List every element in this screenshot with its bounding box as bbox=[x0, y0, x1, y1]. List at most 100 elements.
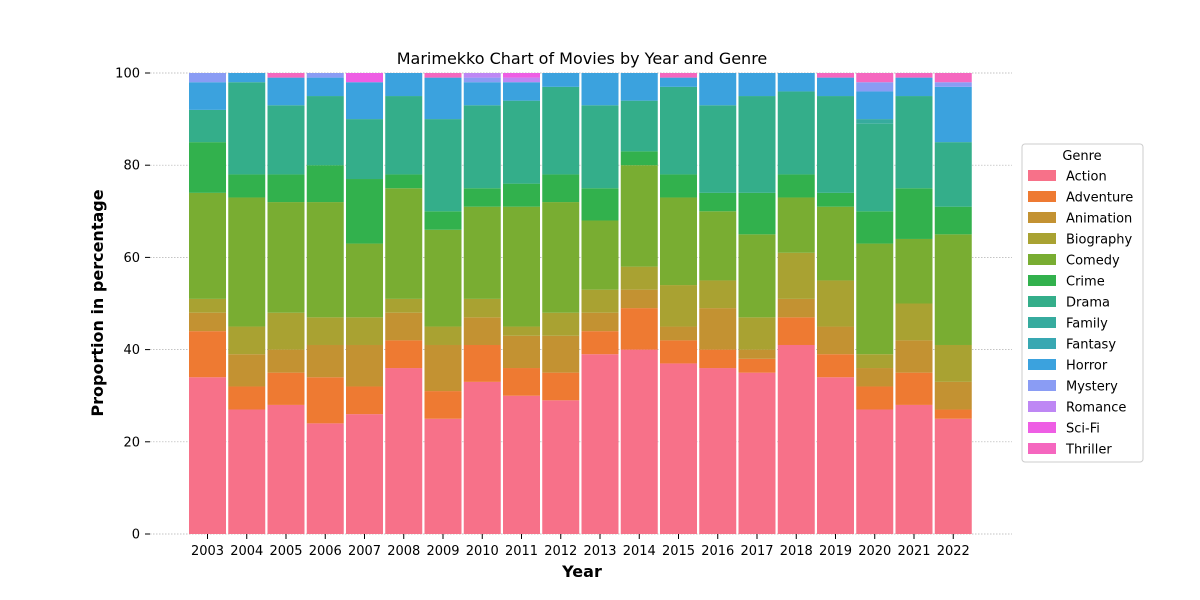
bar-segment-comedy bbox=[777, 197, 815, 253]
bar-segment-drama bbox=[817, 96, 854, 193]
bar-segment-biography bbox=[699, 280, 737, 309]
x-tick-label: 2013 bbox=[583, 544, 616, 559]
bar-segment-biography bbox=[620, 266, 658, 290]
bar-segment-romance bbox=[463, 73, 501, 78]
bar-segment-horror bbox=[424, 77, 462, 120]
bar-segment-horror bbox=[542, 73, 580, 87]
bar-segment-adventure bbox=[189, 331, 226, 378]
bar-segment-animation bbox=[581, 312, 619, 332]
legend-item: Crime bbox=[1028, 275, 1105, 290]
bar-segment-horror bbox=[620, 73, 658, 101]
bar-segment-crime bbox=[463, 188, 501, 207]
bar-segment-animation bbox=[306, 344, 344, 378]
legend-label: Drama bbox=[1066, 296, 1110, 311]
legend-item: Fantasy bbox=[1028, 338, 1116, 353]
bar-segment-crime bbox=[934, 206, 972, 235]
bar-segment-comedy bbox=[306, 202, 344, 318]
legend-label: Romance bbox=[1066, 401, 1126, 416]
bar-column-2013 bbox=[581, 73, 619, 534]
bar-segment-crime bbox=[424, 211, 462, 230]
y-tick-label: 0 bbox=[132, 528, 140, 543]
legend-item: Mystery bbox=[1028, 380, 1118, 395]
bar-segment-romance bbox=[503, 77, 540, 83]
bar-column-2006 bbox=[306, 73, 344, 534]
legend-swatch bbox=[1028, 317, 1056, 328]
bar-segment-horror bbox=[228, 73, 266, 83]
legend-swatch bbox=[1028, 191, 1056, 202]
bar-segment-biography bbox=[777, 252, 815, 299]
legend-item: Animation bbox=[1028, 212, 1132, 227]
bar-segment-biography bbox=[463, 298, 501, 318]
legend-swatch bbox=[1028, 296, 1056, 307]
bar-segment-drama bbox=[777, 91, 815, 175]
bar-segment-adventure bbox=[817, 354, 854, 378]
bar-segment-action bbox=[699, 368, 737, 534]
bar-segment-crime bbox=[895, 188, 933, 239]
y-tick-label: 20 bbox=[123, 435, 140, 450]
bar-segment-drama bbox=[228, 82, 266, 175]
bar-segment-biography bbox=[660, 285, 697, 327]
bar-segment-adventure bbox=[620, 308, 658, 350]
bar-segment-crime bbox=[660, 174, 697, 198]
x-tick-label: 2017 bbox=[740, 544, 773, 559]
legend-label: Comedy bbox=[1066, 254, 1120, 269]
bar-segment-drama bbox=[660, 86, 697, 175]
bar-segment-crime bbox=[306, 165, 344, 203]
x-tick-label: 2020 bbox=[858, 544, 891, 559]
bar-segment-adventure bbox=[267, 372, 305, 405]
bar-segment-comedy bbox=[385, 188, 423, 299]
bar-segment-horror bbox=[306, 77, 344, 97]
bar-segment-action bbox=[189, 377, 226, 534]
bar-segment-action bbox=[620, 349, 658, 534]
bar-segment-action bbox=[660, 363, 697, 534]
bar-segment-animation bbox=[817, 326, 854, 355]
bar-segment-animation bbox=[267, 349, 305, 373]
legend-swatch bbox=[1028, 254, 1056, 265]
bar-segment-adventure bbox=[306, 377, 344, 424]
bar-segment-mystery bbox=[189, 73, 226, 83]
legend-swatch bbox=[1028, 212, 1056, 223]
bar-segment-adventure bbox=[463, 344, 501, 382]
bar-segment-animation bbox=[895, 340, 933, 373]
legend-label: Action bbox=[1066, 170, 1107, 185]
bar-segment-adventure bbox=[346, 386, 383, 415]
bar-column-2018 bbox=[777, 73, 815, 534]
bar-segment-animation bbox=[463, 317, 501, 345]
bar-segment-biography bbox=[228, 326, 266, 355]
legend-swatch bbox=[1028, 443, 1056, 454]
bar-segment-animation bbox=[346, 344, 383, 387]
bar-segment-adventure bbox=[738, 358, 776, 373]
legend-swatch bbox=[1028, 401, 1056, 412]
bar-segment-action bbox=[385, 368, 423, 534]
bar-segment-drama bbox=[463, 105, 501, 189]
legend-label: Mystery bbox=[1066, 380, 1118, 395]
bar-segment-action bbox=[856, 409, 894, 534]
bar-segment-adventure bbox=[777, 317, 815, 345]
bar-segment-animation bbox=[542, 335, 580, 373]
bar-segment-action bbox=[895, 404, 933, 534]
x-tick-label: 2007 bbox=[348, 544, 381, 559]
bar-segment-adventure bbox=[934, 409, 972, 419]
x-tick-label: 2014 bbox=[623, 544, 656, 559]
bar-segment-comedy bbox=[738, 234, 776, 318]
bar-segment-comedy bbox=[542, 202, 580, 313]
bar-segment-adventure bbox=[385, 340, 423, 369]
bar-segment-sci-fi bbox=[346, 73, 383, 83]
bar-segment-thriller bbox=[817, 73, 854, 78]
bar-segment-thriller bbox=[895, 73, 933, 78]
x-tick-label: 2006 bbox=[309, 544, 342, 559]
legend-item: Comedy bbox=[1028, 254, 1120, 269]
bar-segment-horror bbox=[503, 82, 540, 101]
bar-segment-biography bbox=[424, 326, 462, 345]
bar-column-2007 bbox=[346, 73, 383, 534]
bar-segment-action bbox=[581, 354, 619, 534]
bar-segment-comedy bbox=[934, 234, 972, 345]
bar-segment-action bbox=[934, 418, 972, 534]
x-tick-label: 2009 bbox=[426, 544, 459, 559]
bar-segment-comedy bbox=[424, 229, 462, 327]
bar-column-2008 bbox=[385, 73, 423, 534]
bar-column-2003 bbox=[189, 73, 226, 534]
bar-segment-thriller bbox=[660, 73, 697, 78]
y-tick-label: 80 bbox=[123, 159, 140, 174]
bar-segment-sci-fi bbox=[503, 73, 540, 78]
